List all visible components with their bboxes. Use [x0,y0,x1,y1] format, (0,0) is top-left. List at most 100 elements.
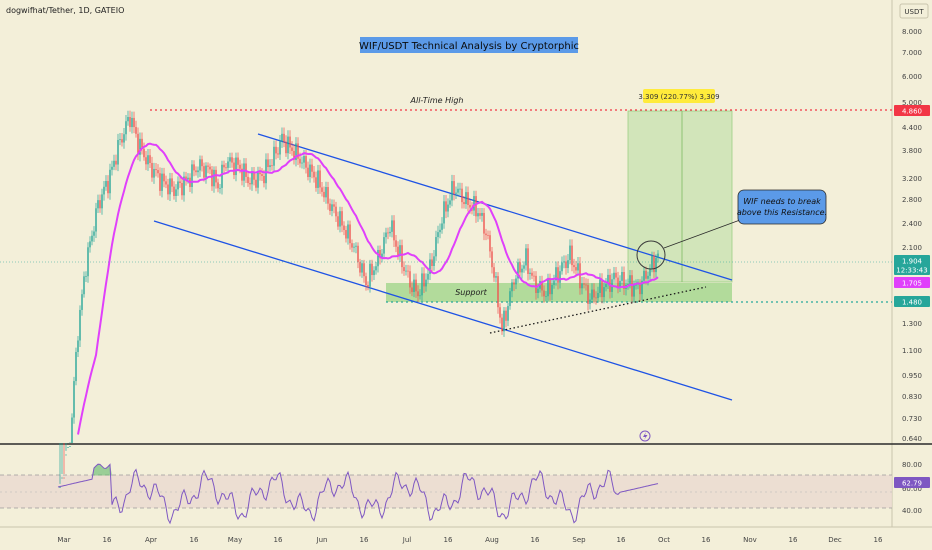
candle[interactable] [223,160,225,174]
candle[interactable] [619,275,621,293]
candle[interactable] [501,313,503,335]
candle[interactable] [301,156,303,169]
candle[interactable] [171,173,173,193]
candle[interactable] [465,186,467,209]
candle[interactable] [461,182,463,209]
candle[interactable] [347,220,349,245]
candle[interactable] [491,246,493,274]
candle[interactable] [497,272,499,314]
candle[interactable] [507,302,509,327]
candle[interactable] [513,279,515,291]
candle[interactable] [479,208,481,220]
candle[interactable] [473,190,475,216]
rising-trendline[interactable] [489,286,707,334]
candle[interactable] [569,239,571,265]
candle[interactable] [345,225,347,243]
rsi-line[interactable] [57,463,659,525]
candle[interactable] [531,268,533,280]
candle[interactable] [235,152,237,182]
candle[interactable] [511,279,513,298]
candle[interactable] [117,133,119,172]
candle[interactable] [343,221,345,236]
candle[interactable] [529,268,531,280]
candle[interactable] [557,261,559,290]
candle[interactable] [155,162,157,177]
symbol-legend[interactable]: dogwifhat/Tether, 1D, GATEIO [6,6,124,15]
candle[interactable] [309,158,311,183]
candle[interactable] [173,181,175,200]
candle[interactable] [451,174,453,207]
candle[interactable] [533,271,535,282]
candle[interactable] [623,266,625,295]
candle[interactable] [337,211,339,230]
candle[interactable] [403,261,405,276]
candle[interactable] [339,206,341,233]
candle[interactable] [163,167,165,188]
candle[interactable] [459,182,461,195]
candle[interactable] [435,230,437,261]
candle[interactable] [71,413,73,443]
candle[interactable] [377,245,379,273]
candle[interactable] [167,178,169,200]
candle[interactable] [133,111,135,134]
candle[interactable] [605,277,607,292]
candle[interactable] [349,220,351,250]
candle[interactable] [107,175,109,199]
candle[interactable] [217,178,219,193]
candle[interactable] [387,227,389,240]
candle[interactable] [151,156,153,182]
candle[interactable] [481,207,483,222]
candle[interactable] [419,289,421,300]
candle[interactable] [77,336,79,358]
candle[interactable] [185,171,187,186]
candle[interactable] [103,181,105,201]
candle[interactable] [505,307,507,328]
currency-button[interactable] [899,3,929,19]
candle[interactable] [291,141,293,156]
candle[interactable] [655,254,657,279]
candle[interactable] [391,215,393,238]
candle[interactable] [585,278,587,291]
candle[interactable] [483,208,485,241]
candle[interactable] [607,268,609,290]
candle[interactable] [321,181,323,197]
candle[interactable] [279,134,281,160]
candle[interactable] [81,289,83,316]
candle[interactable] [159,167,161,196]
candle[interactable] [317,164,319,195]
candle[interactable] [575,260,577,275]
candle[interactable] [417,285,419,302]
candle[interactable] [293,144,295,165]
candle[interactable] [437,225,439,244]
candle[interactable] [583,277,585,289]
candle[interactable] [431,253,433,273]
candle[interactable] [363,259,365,283]
candle[interactable] [241,163,243,186]
candle[interactable] [267,153,269,174]
candle[interactable] [439,223,441,239]
candle[interactable] [423,267,425,293]
candle[interactable] [367,281,369,291]
candle[interactable] [199,155,201,178]
candle[interactable] [201,155,203,172]
candle[interactable] [515,274,517,290]
support-zone[interactable] [386,283,732,302]
candle[interactable] [375,262,377,275]
candle[interactable] [329,198,331,215]
candle[interactable] [69,442,71,447]
candle[interactable] [269,159,271,172]
candle[interactable] [73,376,75,424]
candle[interactable] [373,266,375,281]
candle[interactable] [599,273,601,298]
candle[interactable] [639,279,641,301]
moving-average-line[interactable] [77,142,659,435]
candle[interactable] [477,207,479,222]
candle[interactable] [555,261,557,286]
candle[interactable] [335,201,337,223]
candle[interactable] [289,130,291,154]
candle[interactable] [383,232,385,259]
candle[interactable] [509,287,511,310]
candle[interactable] [315,171,317,192]
candle[interactable] [369,259,371,293]
candle[interactable] [231,152,233,168]
